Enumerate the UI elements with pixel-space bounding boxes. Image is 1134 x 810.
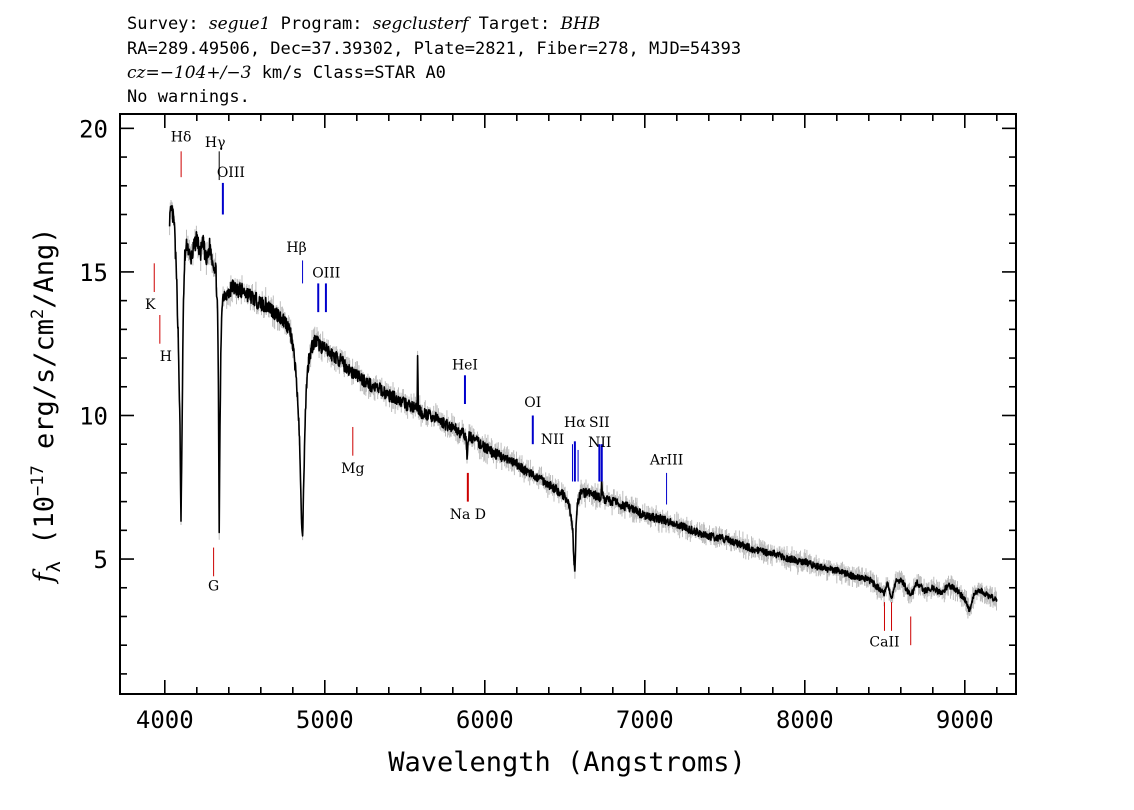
x-tick-label: 8000 [776,706,834,734]
spectral-line-label: SII [589,415,610,431]
series-layer [168,200,998,619]
x-axis-title: Wavelength (Angstroms) [388,747,746,778]
y-tick-label: 10 [79,402,108,430]
x-tick-label: 6000 [456,706,514,734]
plot-frame [119,113,1017,695]
header-line1-segment: BHB [559,14,600,34]
ylabel-flux-symbol: f [29,569,60,585]
axis-ticks [120,114,1016,694]
y-axis-title: fλ (10−17 erg/s/cm2/Ang) [28,227,65,584]
header-line3-segment: km/s Class=STAR A0 [251,63,445,83]
y-tick-label: 20 [79,115,108,143]
y-tick-label: 5 [94,546,108,574]
plot-area: 4000 5000 6000 7000 8000 9000 5 10 15 20 Hδ Hγ OIII… [79,113,1017,734]
spectral-line-label: HeI [452,358,478,374]
spectral-line-label: OI [524,395,541,411]
spectral-line-label: K [145,297,156,313]
spectral-line-label: CaII [869,635,899,651]
spectral-line-label: H [160,349,172,365]
spectral-line-label: NII [588,435,611,451]
spectral-line-label: Hδ [171,129,192,145]
spectral-line-label: ArIII [649,452,683,468]
flux-error-envelope [169,200,997,619]
spectral-line-label: Hα [564,415,586,431]
header-redshift-line: cz=−104+/−3 km/s Class=STAR A0 [127,63,446,83]
ylabel-subscript: λ [43,561,65,572]
spectral-line-label: Hγ [205,135,226,151]
spectral-line-label: OIII [312,266,340,282]
header-line1-segment: Program: [270,14,372,34]
ylabel-text: /Ang) [29,227,60,308]
spectral-line-label: Na D [450,507,486,523]
ylabel-exponent: 2 [28,309,48,319]
header-line1-segment: Target: [468,14,560,34]
header-line1-segment: segclusterf [373,14,471,34]
spectral-line-label: Mg [341,461,364,477]
header-coordinates-line: RA=289.49506, Dec=37.39302, Plate=2821, … [127,39,741,59]
header-survey-line: Survey: segue1 Program: segclusterf Targ… [127,14,600,34]
ylabel-text: erg/s/cm [29,319,60,465]
x-tick-label: 7000 [616,706,674,734]
spectral-line-label: NII [541,432,564,448]
spectral-line-label: OIII [217,165,245,181]
header-line1-segment: segue1 [209,14,271,34]
ylabel-exponent: −17 [28,465,48,496]
tick-labels: 4000 5000 6000 7000 8000 9000 5 10 15 20 [79,115,994,734]
ylabel-text: (10 [29,496,60,561]
spectral-line-label: G [208,579,219,595]
header-line1-segment: Survey: [127,14,209,34]
spectrum-header: Survey: segue1 Program: segclusterf Targ… [127,14,741,107]
x-tick-label: 9000 [936,706,994,734]
x-tick-label: 4000 [136,706,194,734]
spectral-line-label: Hβ [286,240,306,256]
x-tick-label: 5000 [296,706,354,734]
header-warnings-line: No warnings. [127,87,250,107]
header-line3-segment: cz=−104+/−3 [127,63,251,83]
y-tick-label: 15 [79,259,108,287]
flux-series-line [168,204,998,613]
